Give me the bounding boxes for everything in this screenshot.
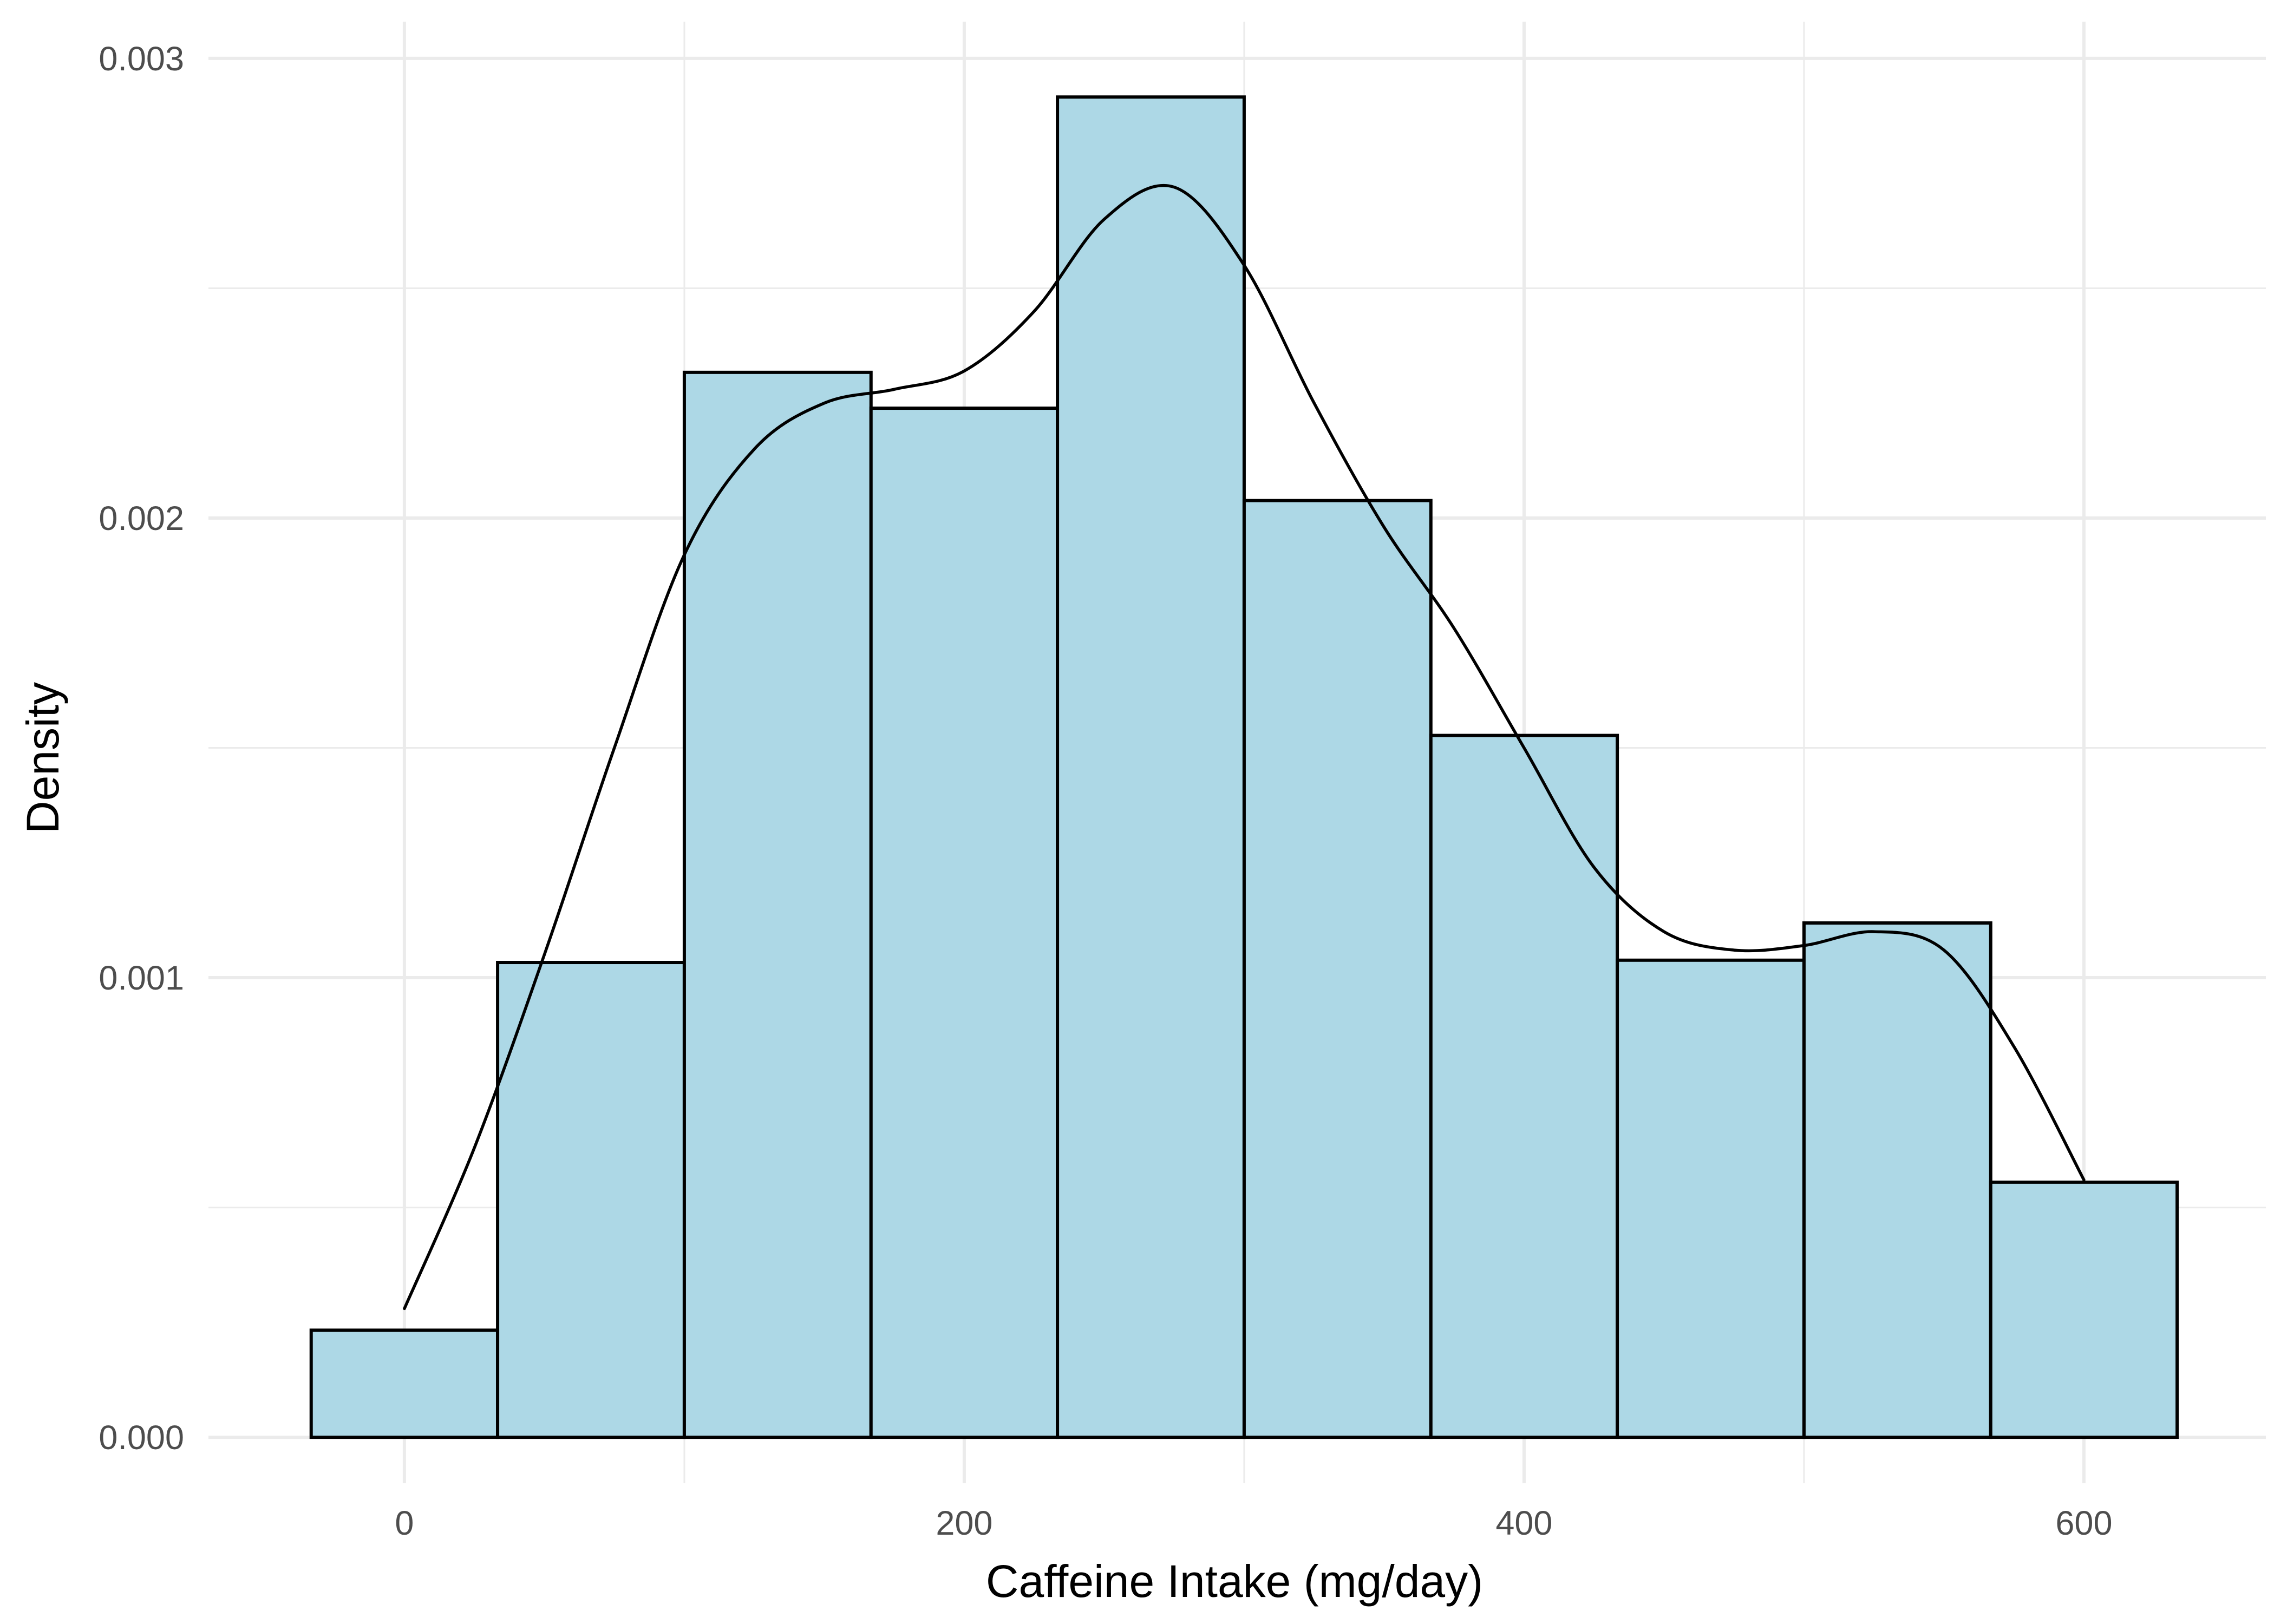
histogram-bar-8 bbox=[1616, 958, 1806, 1439]
histogram-bar-6 bbox=[1242, 499, 1433, 1439]
tick-labels: 0 200 400 600 0.000 0.001 0.002 0.003 bbox=[99, 40, 2112, 1542]
x-tick-label: 600 bbox=[2055, 1504, 2112, 1542]
y-tick-label: 0.000 bbox=[99, 1419, 184, 1457]
x-axis-title: Caffeine Intake (mg/day) bbox=[986, 1556, 1483, 1607]
density-curve-layer bbox=[403, 184, 2086, 1311]
density-curve bbox=[403, 184, 2086, 1311]
y-tick-label: 0.002 bbox=[99, 500, 184, 538]
histogram-bar-3 bbox=[682, 370, 873, 1439]
histogram-bar-2 bbox=[496, 961, 686, 1439]
y-tick-label: 0.003 bbox=[99, 40, 184, 78]
histogram-bar-1 bbox=[309, 1328, 500, 1439]
x-tick-label: 200 bbox=[936, 1504, 992, 1542]
y-axis-title: Density bbox=[17, 682, 68, 834]
histogram-bar-7 bbox=[1429, 734, 1619, 1439]
histogram-bar-10 bbox=[1989, 1180, 2179, 1439]
histogram-bars bbox=[309, 95, 2179, 1439]
histogram-bar-9 bbox=[1802, 921, 1992, 1439]
x-tick-label: 400 bbox=[1495, 1504, 1552, 1542]
y-tick-label: 0.001 bbox=[99, 959, 184, 997]
x-tick-label: 0 bbox=[395, 1504, 414, 1542]
histogram-bar-4 bbox=[869, 407, 1060, 1439]
histogram-bar-5 bbox=[1056, 95, 1246, 1439]
